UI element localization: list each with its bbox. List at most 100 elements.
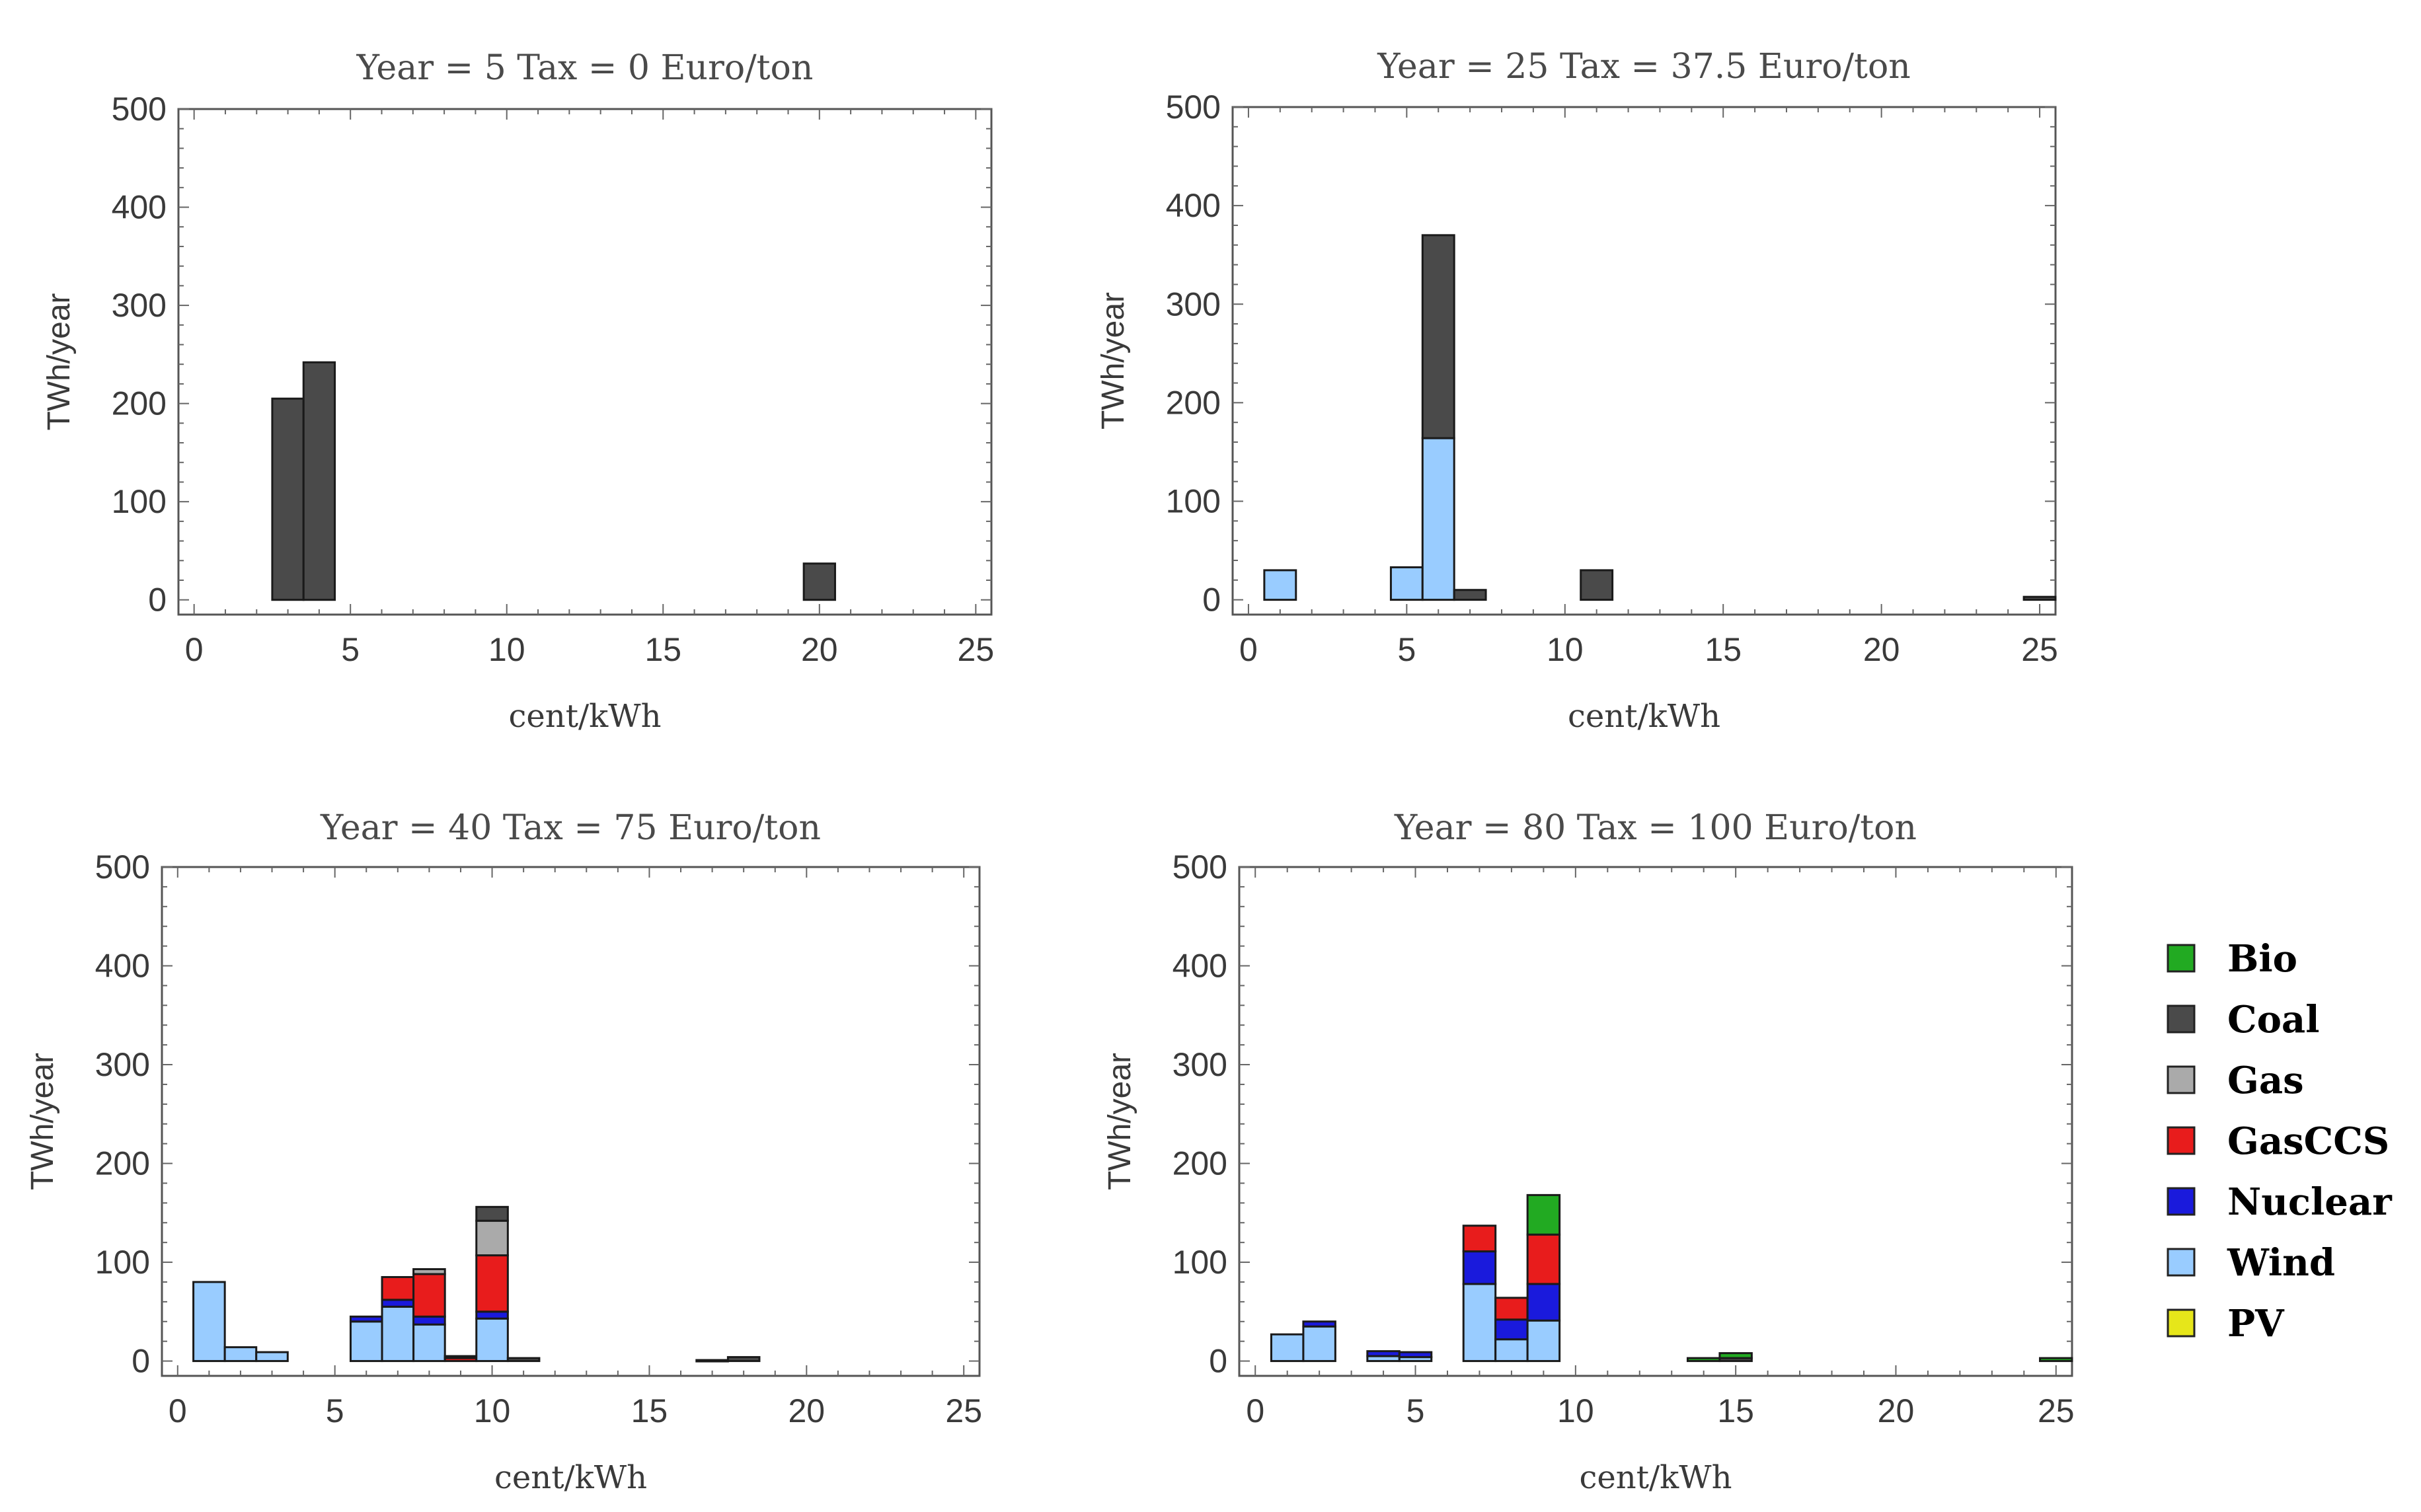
y-tick-label: 500	[95, 849, 150, 886]
y-tick-label: 0	[1209, 1343, 1227, 1380]
x-tick-label: 10	[488, 631, 525, 668]
y-tick-label: 400	[112, 189, 167, 226]
y-tick-label: 500	[1166, 89, 1221, 126]
bar-segment-coal-x10	[475, 1205, 509, 1222]
x-tick-label: 0	[1246, 1392, 1264, 1429]
x-tick-label: 0	[1239, 631, 1258, 668]
bar-segment-wind-x6	[349, 1320, 383, 1363]
legend-label-nuclear: Nuclear	[2227, 1180, 2393, 1224]
y-tick-label: 0	[132, 1343, 150, 1380]
x-axis-label: cent/kWh	[494, 1459, 647, 1496]
x-axis-label: cent/kWh	[509, 698, 662, 735]
bar-segment-wind-x10	[475, 1317, 509, 1363]
x-tick-label: 25	[2021, 631, 2058, 668]
bar-segment-bio-x15	[1718, 1352, 1753, 1359]
chart-title: Year = 25 Tax = 37.5 Euro/ton	[1377, 47, 1911, 87]
y-tick-label: 100	[112, 483, 167, 520]
x-axis-label: cent/kWh	[1580, 1459, 1732, 1496]
legend-label-bio: Bio	[2227, 937, 2297, 981]
legend-label-wind: Wind	[2227, 1241, 2335, 1285]
legend-swatch-gasccs	[2167, 1126, 2196, 1155]
bar-segment-wind-x2	[223, 1346, 258, 1363]
bar-segment-nuclear-x6	[349, 1315, 383, 1323]
bar-segment-wind-x5	[1389, 566, 1424, 601]
bar-segment-coal-x25	[2022, 595, 2057, 601]
x-tick-label: 25	[945, 1392, 982, 1429]
bar-segment-wind-x7	[381, 1305, 415, 1363]
y-tick-label: 200	[95, 1145, 150, 1182]
bar-segment-wind-x6	[1421, 437, 1455, 601]
legend-swatch-bio	[2167, 944, 2196, 973]
bar-segment-coal-x9	[443, 1355, 478, 1359]
bar-segment-bio-x9	[1526, 1193, 1561, 1236]
bar-segment-coal-x17	[695, 1359, 729, 1363]
legend-label-coal: Coal	[2227, 998, 2319, 1041]
y-tick-label: 200	[112, 385, 167, 422]
y-tick-label: 0	[148, 582, 167, 619]
bar-segment-nuclear-x7	[381, 1299, 415, 1308]
legend-swatch-wind	[2167, 1248, 2196, 1277]
bar-segment-coal-x6	[1421, 234, 1455, 439]
bar-segment-coal-x4	[302, 361, 336, 601]
legend-swatch-pv	[2167, 1308, 2196, 1338]
bar-segment-coal-x3	[271, 397, 305, 601]
chart-panel-year-40: 0 5 10 15 20 25 0 100 200 300 400 500 Year = 40 Tax …	[25, 808, 982, 1496]
legend-swatch-gas	[2167, 1065, 2196, 1094]
bar-segment-wind-x3	[255, 1351, 289, 1363]
bar-segment-coal-x11	[506, 1357, 541, 1363]
bar-segment-nuclear-x10	[475, 1310, 509, 1320]
y-axis-label: TWh/year	[42, 293, 77, 430]
bar-segment-wind-x2	[1302, 1325, 1336, 1363]
y-tick-label: 300	[95, 1046, 150, 1083]
bar-segment-wind-x8	[1494, 1338, 1529, 1363]
x-tick-label: 15	[1705, 631, 1742, 668]
bar-segment-gasccs-x8	[412, 1273, 446, 1318]
y-tick-label: 400	[95, 948, 150, 985]
x-tick-label: 15	[631, 1392, 668, 1429]
bar-segment-gasccs-x9	[1526, 1233, 1561, 1285]
chart-panel-year-25: 0 5 10 15 20 25 0 100 200 300 400 500 Year = 25 Tax …	[1096, 47, 2058, 735]
x-tick-label: 25	[958, 631, 995, 668]
bar-segment-wind-x8	[412, 1323, 446, 1363]
bar-segment-wind-x1	[1263, 569, 1297, 601]
chart-panel-year-5: 0 5 10 15 20 25 0 100 200 300 400 500 Year = 5 Tax =…	[42, 48, 994, 735]
y-tick-label: 0	[1202, 582, 1221, 619]
x-tick-label: 25	[2038, 1392, 2075, 1429]
bar-segment-gasccs-x7	[381, 1275, 415, 1301]
y-tick-label: 500	[112, 91, 167, 128]
bar-segment-wind-x9	[1526, 1319, 1561, 1363]
x-tick-label: 0	[169, 1392, 187, 1429]
x-tick-label: 20	[788, 1392, 826, 1429]
chart-panel-year-80: 0 5 10 15 20 25 0 100 200 300 400 500 Year = 80 Tax …	[1102, 808, 2075, 1496]
x-tick-label: 5	[1397, 631, 1416, 668]
x-tick-label: 5	[341, 631, 360, 668]
bar-segment-bio-x25	[2039, 1357, 2073, 1363]
y-tick-label: 300	[112, 287, 167, 324]
plot-frame	[1231, 106, 2057, 616]
bar-segment-wind-x7	[1462, 1283, 1497, 1363]
legend: Bio Coal Gas GasCCS Nuclear Wind PV	[2167, 937, 2393, 1345]
x-tick-label: 20	[1878, 1392, 1915, 1429]
bar-segment-wind-x1	[1270, 1333, 1305, 1363]
bar-segment-nuclear-x5	[1398, 1351, 1433, 1359]
x-axis-label: cent/kWh	[1568, 698, 1720, 735]
bar-segment-coal-x18	[726, 1356, 761, 1363]
y-tick-label: 300	[1172, 1046, 1227, 1083]
bar-segment-gas-x10	[475, 1219, 509, 1257]
y-tick-label: 300	[1166, 285, 1221, 322]
bar-segment-nuclear-x8	[1494, 1318, 1529, 1341]
y-tick-label: 400	[1172, 948, 1227, 985]
y-tick-label: 100	[1166, 483, 1221, 520]
bar-segment-nuclear-x8	[412, 1315, 446, 1326]
x-tick-label: 10	[474, 1392, 511, 1429]
x-tick-label: 10	[1547, 631, 1584, 668]
bar-segment-coal-x7	[1453, 589, 1487, 601]
y-tick-label: 200	[1172, 1145, 1227, 1182]
x-tick-label: 15	[1717, 1392, 1754, 1429]
y-tick-label: 100	[1172, 1244, 1227, 1281]
legend-label-gas: Gas	[2227, 1059, 2304, 1102]
x-tick-label: 10	[1557, 1392, 1594, 1429]
y-axis-label: TWh/year	[25, 1053, 60, 1190]
legend-label-gasccs: GasCCS	[2227, 1119, 2389, 1163]
